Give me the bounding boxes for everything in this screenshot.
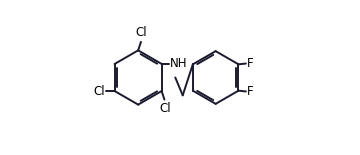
Text: F: F (247, 57, 254, 70)
Text: NH: NH (170, 57, 187, 70)
Text: Cl: Cl (159, 102, 171, 115)
Text: F: F (247, 85, 254, 98)
Text: Cl: Cl (135, 26, 147, 39)
Text: Cl: Cl (93, 85, 105, 97)
